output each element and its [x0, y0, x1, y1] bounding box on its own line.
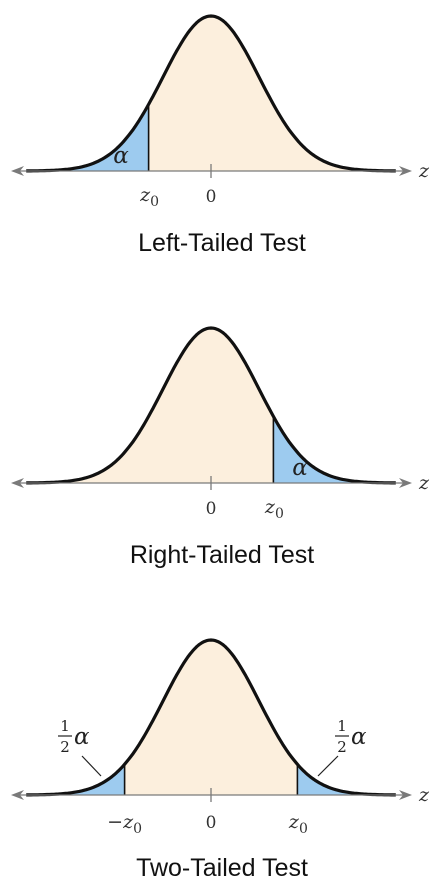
- axis-variable-label: z: [418, 160, 430, 182]
- half-alpha-label-left: 1 2 α: [58, 717, 102, 777]
- axis-variable-label: z: [418, 784, 430, 806]
- axis-arrow-right-icon: [399, 790, 412, 800]
- axis-arrow-left-icon: [11, 166, 24, 176]
- critical-value-label: z0: [264, 496, 284, 522]
- alpha-symbol: α: [351, 724, 367, 750]
- axis-arrow-right-icon: [399, 166, 412, 176]
- left-tailed-panel: z 0 z0 α Left-Tailed Test: [0, 0, 444, 300]
- alpha-symbol: α: [74, 724, 90, 750]
- left-tailed-diagram: z 0 z0 α: [11, 14, 430, 210]
- negative-critical-value-label: −z0: [107, 811, 142, 837]
- right-tailed-diagram: z 0 z0 α: [11, 326, 430, 522]
- axis-arrow-left-icon: [11, 790, 24, 800]
- leader-line: [317, 755, 339, 777]
- normal-curve: [26, 14, 396, 173]
- zero-label: 0: [206, 499, 217, 519]
- fraction-numerator: 1: [337, 717, 347, 735]
- alpha-label: α: [113, 143, 129, 169]
- rejection-region-left: [26, 104, 149, 171]
- non-rejection-area: [26, 640, 396, 795]
- non-rejection-area: [26, 328, 396, 483]
- two-tailed-diagram: z 0 −z0 z0 1 2 α 1 2 α: [11, 638, 430, 837]
- non-rejection-area: [26, 16, 396, 171]
- zero-label: 0: [206, 813, 217, 833]
- left-tailed-caption: Left-Tailed Test: [138, 229, 306, 257]
- zero-label: 0: [206, 187, 217, 207]
- leader-line: [81, 755, 102, 777]
- fraction-numerator: 1: [60, 717, 70, 735]
- right-tailed-panel: z 0 z0 α Right-Tailed Test: [0, 312, 444, 612]
- rejection-region-left: [26, 764, 125, 795]
- fraction-denominator: 2: [337, 738, 347, 756]
- alpha-label: α: [292, 455, 308, 481]
- two-tailed-panel: z 0 −z0 z0 1 2 α 1 2 α Two-Tailed Test: [0, 624, 444, 896]
- critical-value-label: z0: [139, 184, 159, 210]
- rejection-region-right: [297, 764, 396, 795]
- fraction-denominator: 2: [60, 738, 70, 756]
- axis-arrow-right-icon: [399, 478, 412, 488]
- normal-curve: [26, 326, 396, 485]
- axis-arrow-left-icon: [11, 478, 24, 488]
- right-tailed-caption: Right-Tailed Test: [129, 541, 315, 569]
- axis-variable-label: z: [418, 472, 430, 494]
- rejection-region-right: [273, 416, 396, 483]
- half-alpha-label-right: 1 2 α: [317, 717, 367, 777]
- normal-curve: [26, 638, 396, 797]
- two-tailed-caption: Two-Tailed Test: [136, 854, 308, 882]
- critical-value-label: z0: [288, 811, 308, 837]
